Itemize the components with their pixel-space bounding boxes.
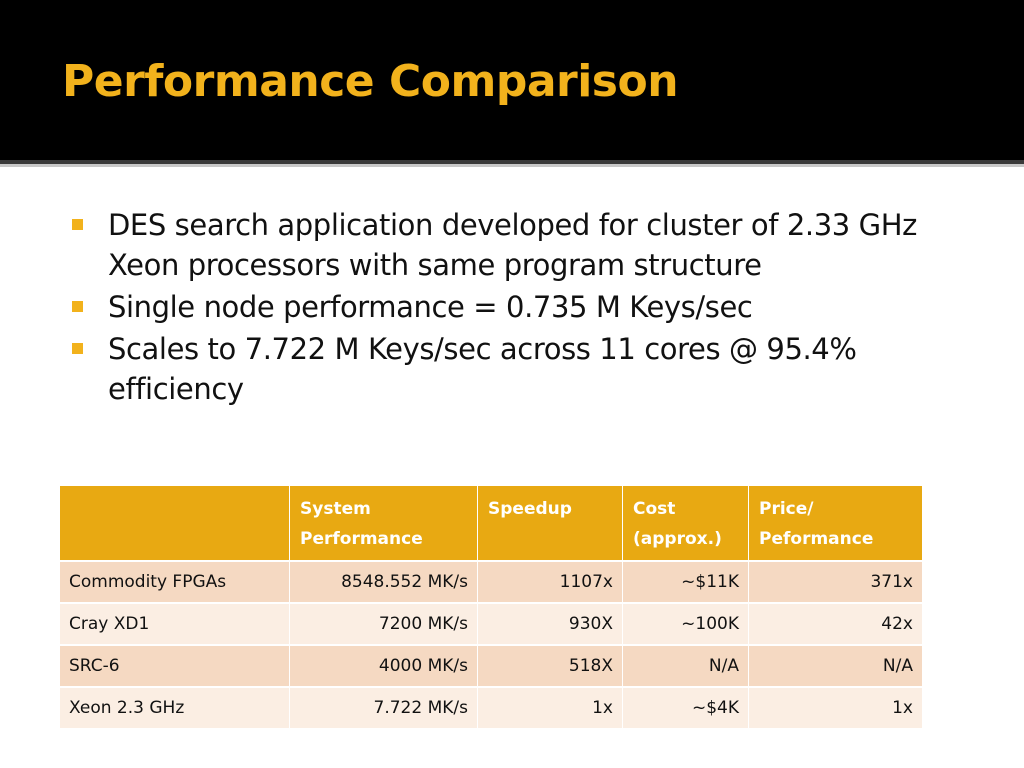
table-cell: Cray XD1 bbox=[60, 602, 290, 644]
table-cell: SRC-6 bbox=[60, 644, 290, 686]
bullet-text: DES search application developed for clu… bbox=[108, 208, 917, 282]
bullet-text: Single node performance = 0.735 M Keys/s… bbox=[108, 290, 753, 324]
square-bullet-icon bbox=[72, 301, 83, 312]
table-cell: 42x bbox=[749, 602, 922, 644]
table-row: Xeon 2.3 GHz 7.722 MK/s 1x ~$4K 1x bbox=[60, 686, 922, 728]
comparison-table: System Performance Speedup Cost (approx.… bbox=[60, 486, 922, 728]
table-cell: 4000 MK/s bbox=[290, 644, 478, 686]
table-row: SRC-6 4000 MK/s 518X N/A N/A bbox=[60, 644, 922, 686]
table-cell: 1x bbox=[749, 686, 922, 728]
square-bullet-icon bbox=[72, 219, 83, 230]
column-header: Speedup bbox=[478, 486, 623, 560]
table-cell: 371x bbox=[749, 560, 922, 602]
table-cell: ~100K bbox=[623, 602, 749, 644]
table-cell: ~$4K bbox=[623, 686, 749, 728]
table-header-row: System Performance Speedup Cost (approx.… bbox=[60, 486, 922, 560]
table-cell: 1x bbox=[478, 686, 623, 728]
title-divider bbox=[0, 160, 1024, 164]
table-cell: Commodity FPGAs bbox=[60, 560, 290, 602]
table-cell: N/A bbox=[623, 644, 749, 686]
table-cell: 930X bbox=[478, 602, 623, 644]
title-divider-shadow bbox=[0, 164, 1024, 167]
table-cell: 7.722 MK/s bbox=[290, 686, 478, 728]
bullet-text: Scales to 7.722 M Keys/sec across 11 cor… bbox=[108, 332, 857, 406]
table-cell: Xeon 2.3 GHz bbox=[60, 686, 290, 728]
table-cell: ~$11K bbox=[623, 560, 749, 602]
column-header bbox=[60, 486, 290, 560]
table-cell: 7200 MK/s bbox=[290, 602, 478, 644]
column-header: Price/ Peformance bbox=[749, 486, 922, 560]
table-cell: 518X bbox=[478, 644, 623, 686]
column-header: System Performance bbox=[290, 486, 478, 560]
bullet-item: Single node performance = 0.735 M Keys/s… bbox=[72, 287, 952, 327]
table-cell: N/A bbox=[749, 644, 922, 686]
title-bar: Performance Comparison bbox=[0, 0, 1024, 160]
bullet-list: DES search application developed for clu… bbox=[72, 205, 952, 411]
column-header: Cost (approx.) bbox=[623, 486, 749, 560]
table-row: Cray XD1 7200 MK/s 930X ~100K 42x bbox=[60, 602, 922, 644]
table-cell: 1107x bbox=[478, 560, 623, 602]
square-bullet-icon bbox=[72, 343, 83, 354]
bullet-item: DES search application developed for clu… bbox=[72, 205, 952, 285]
bullet-item: Scales to 7.722 M Keys/sec across 11 cor… bbox=[72, 329, 952, 409]
slide-title: Performance Comparison bbox=[62, 56, 679, 107]
table-row: Commodity FPGAs 8548.552 MK/s 1107x ~$11… bbox=[60, 560, 922, 602]
table-cell: 8548.552 MK/s bbox=[290, 560, 478, 602]
